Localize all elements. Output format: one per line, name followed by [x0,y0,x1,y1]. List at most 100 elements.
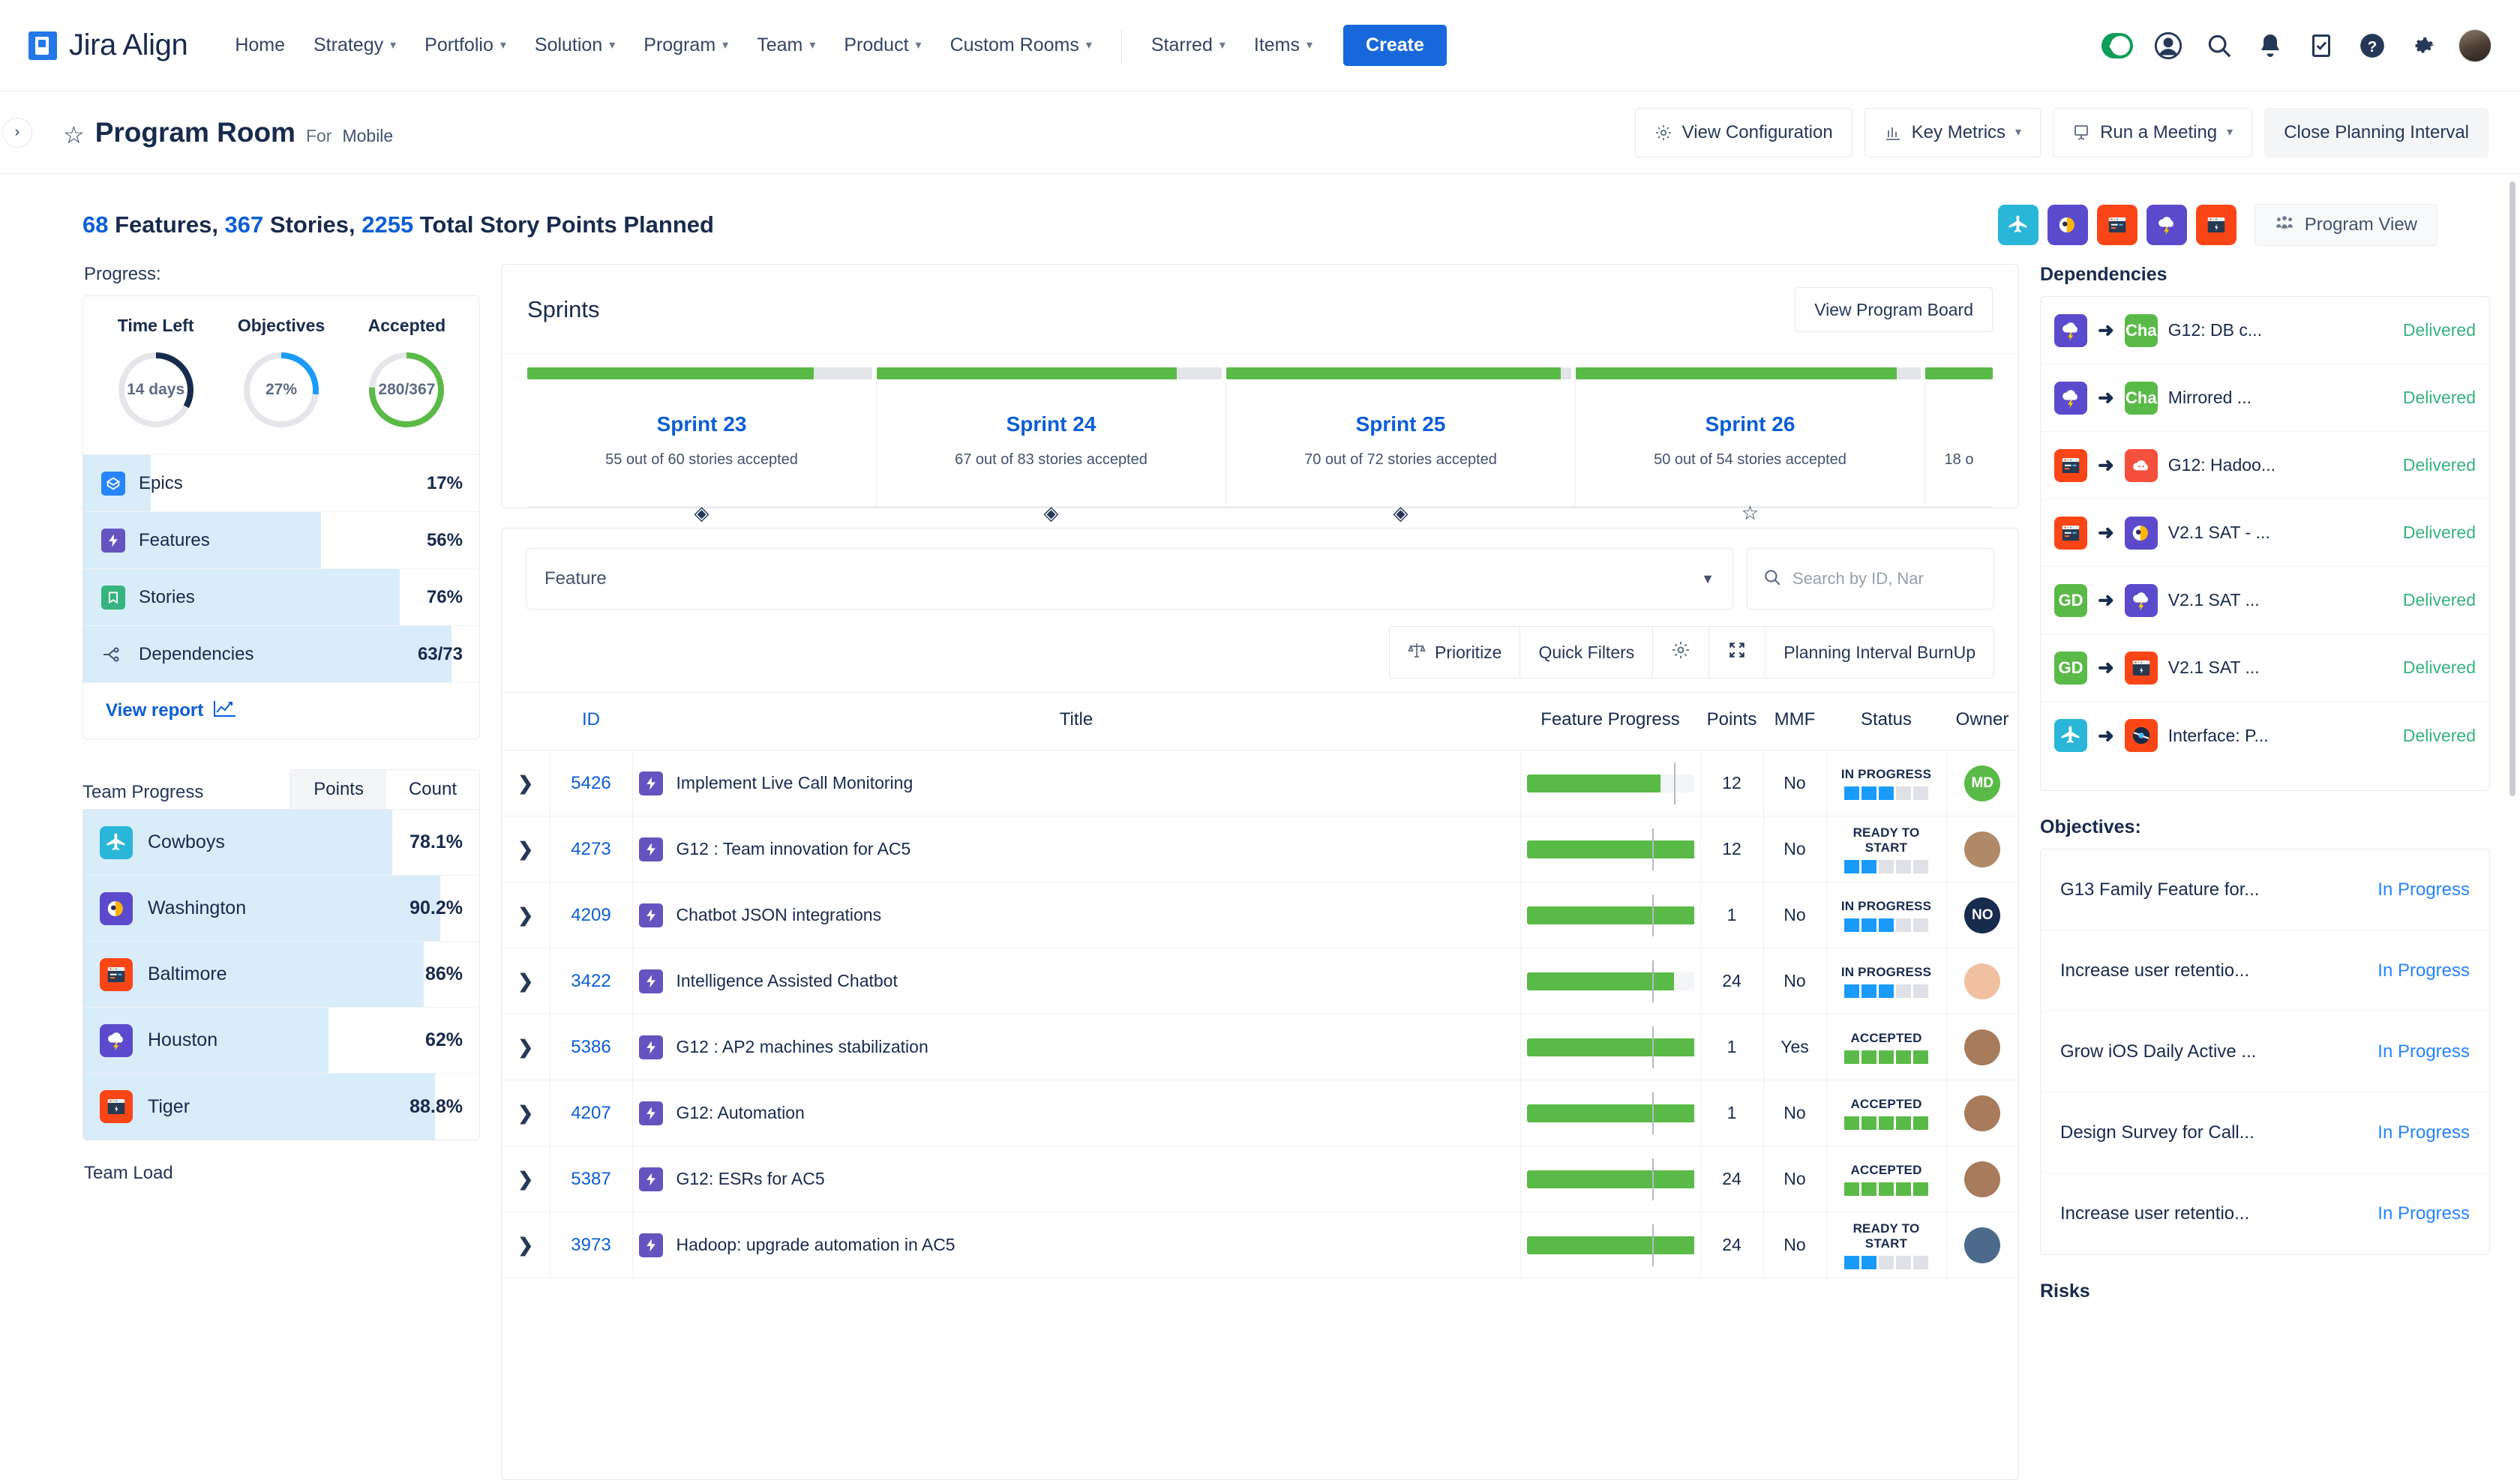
chevron-right-icon[interactable]: ❯ [518,838,534,860]
team-progress-row[interactable]: Baltimore 86% [83,942,479,1008]
team-icon-washington[interactable] [2047,205,2088,245]
run-a-meeting-button[interactable]: Run a Meeting ▾ [2053,107,2253,157]
nav-item-starred[interactable]: Starred ▾ [1137,23,1240,68]
objective-row[interactable]: Design Survey for Call... In Progress [2041,1092,2489,1173]
chevron-right-icon[interactable]: ❯ [518,904,534,926]
team-progress-tab-points[interactable]: Points [291,770,386,809]
team-icon-tiger[interactable] [2195,205,2236,245]
nav-item-strategy[interactable]: Strategy ▾ [299,23,410,68]
row-expand-cell[interactable]: ❯ [502,816,550,882]
chevron-right-icon[interactable]: ❯ [518,970,534,992]
feature-id-link[interactable]: 5387 [571,1168,611,1189]
row-id-cell[interactable]: 3422 [550,948,633,1014]
help-icon[interactable]: ? [2356,30,2388,61]
feature-type-select[interactable]: Feature ▼ [526,548,1733,610]
checklist-icon[interactable] [2306,30,2337,61]
row-title-cell[interactable]: Intelligence Assisted Chatbot [632,948,1521,1014]
row-expand-cell[interactable]: ❯ [502,1014,550,1080]
sprint-cell[interactable]: Sprint 25 70 out of 72 stories accepted ◈ [1226,379,1576,523]
user-avatar[interactable] [2458,28,2492,62]
owner-avatar[interactable] [1964,1029,2001,1065]
objective-row[interactable]: Increase user retentio... In Progress [2041,1173,2489,1254]
column-header-owner[interactable]: Owner [1946,692,2018,750]
team-icon-baltimore[interactable] [2096,205,2138,245]
favorite-star-icon[interactable]: ☆ [63,121,85,148]
owner-avatar[interactable] [1964,1161,2001,1197]
close-planning-interval-button[interactable]: Close Planning Interval [2264,107,2488,157]
team-icon-cowboys[interactable] [1997,205,2038,245]
dependency-row[interactable]: ➜ Cha G12: DB c... Delivered [2041,297,2489,364]
nav-item-items[interactable]: Items ▾ [1240,23,1327,68]
objective-row[interactable]: G13 Family Feature for... In Progress [2041,849,2489,930]
row-title-cell[interactable]: G12 : Team innovation for AC5 [632,816,1521,882]
milestone-diamond-icon[interactable]: ◈ [1043,502,1059,524]
team-progress-row[interactable]: Tiger 88.8% [83,1074,479,1140]
notification-bell-icon[interactable] [2254,30,2286,61]
feature-id-link[interactable]: 3973 [571,1234,611,1255]
progress-row-features[interactable]: Features 56% [83,512,479,569]
column-header-status[interactable]: Status [1826,692,1946,750]
sprint-cell[interactable]: Sprint 24 67 out of 83 stories accepted ◈ [877,379,1226,523]
view-configuration-button[interactable]: View Configuration [1634,107,1852,157]
team-progress-row[interactable]: Cowboys 78.1% [83,810,479,876]
sprint-cell[interactable]: Sprint 23 55 out of 60 stories accepted ◈ [527,379,877,523]
row-title-cell[interactable]: Hadoop: upgrade automation in AC5 [632,1212,1521,1278]
owner-avatar[interactable] [1964,963,2001,999]
nav-item-custom-rooms[interactable]: Custom Rooms ▾ [936,23,1106,68]
chevron-right-icon[interactable]: ❯ [518,1168,534,1190]
chevron-right-icon[interactable]: ❯ [518,772,534,794]
nav-item-solution[interactable]: Solution ▾ [520,23,629,68]
create-button[interactable]: Create [1343,25,1447,66]
expand-icon-button[interactable] [1708,626,1766,679]
gear-icon[interactable] [2408,30,2439,61]
team-progress-row[interactable]: Houston 62% [83,1008,479,1074]
program-view-button[interactable]: Program View [2254,204,2438,246]
row-id-cell[interactable]: 5387 [550,1146,633,1212]
dependency-row[interactable]: ➜ Cha Mirrored ... Delivered [2041,364,2489,432]
column-header-title[interactable]: Title [632,692,1520,750]
row-id-cell[interactable]: 4273 [550,816,633,882]
person-circle-icon[interactable] [2152,30,2184,61]
row-owner-cell[interactable] [1946,1014,2018,1080]
row-owner-cell[interactable] [1946,1212,2018,1278]
milestone-diamond-icon[interactable]: ◈ [694,502,710,524]
chevron-right-icon[interactable]: ❯ [518,1102,534,1124]
column-header-points[interactable]: Points [1700,692,1763,750]
nav-item-team[interactable]: Team ▾ [742,23,830,68]
row-id-cell[interactable]: 4207 [550,1080,633,1146]
table-row[interactable]: ❯ 4273 G12 : Team innovation for AC5 12 No RE… [502,816,2018,882]
search-box[interactable] [1747,548,1994,610]
owner-avatar[interactable] [1964,831,2001,867]
row-expand-cell[interactable]: ❯ [502,750,550,816]
row-owner-cell[interactable]: NO [1946,882,2018,948]
key-metrics-button[interactable]: Key Metrics ▾ [1864,107,2042,157]
row-title-cell[interactable]: Chatbot JSON integrations [632,882,1521,948]
owner-avatar[interactable] [1964,1095,2001,1131]
planning-interval-burnup-button[interactable]: Planning Interval BurnUp [1765,626,1994,679]
progress-row-stories[interactable]: Stories 76% [83,569,479,626]
row-owner-cell[interactable] [1946,1146,2018,1212]
feature-id-link[interactable]: 4207 [571,1102,611,1123]
row-owner-cell[interactable] [1946,816,2018,882]
row-expand-cell[interactable]: ❯ [502,1212,550,1278]
feature-id-link[interactable]: 3422 [571,970,611,991]
column-header-expand[interactable] [502,692,550,750]
table-row[interactable]: ❯ 4209 Chatbot JSON integrations 1 No IN PROG… [502,882,2018,948]
nav-item-home[interactable]: Home [220,23,299,68]
row-title-cell[interactable]: G12: Automation [632,1080,1521,1146]
sprint-cell[interactable]: 18 o [1925,379,1993,506]
table-row[interactable]: ❯ 4207 G12: Automation 1 No ACCEPTED [502,1080,2018,1146]
sprint-name[interactable]: Sprint 25 [1355,412,1446,436]
row-id-cell[interactable]: 5426 [550,750,633,816]
brand-logo-link[interactable]: Jira Align [28,28,188,62]
toggle-on-icon[interactable]: ✓ [2102,30,2133,61]
owner-avatar[interactable] [1964,1227,2001,1263]
view-report-link[interactable]: View report [83,683,479,739]
row-owner-cell[interactable] [1946,1080,2018,1146]
owner-avatar[interactable]: NO [1964,897,2001,933]
view-program-board-button[interactable]: View Program Board [1795,287,1993,332]
row-id-cell[interactable]: 3973 [550,1212,633,1278]
feature-id-link[interactable]: 5426 [571,772,611,793]
owner-avatar[interactable]: MD [1964,765,2001,801]
row-expand-cell[interactable]: ❯ [502,1146,550,1212]
